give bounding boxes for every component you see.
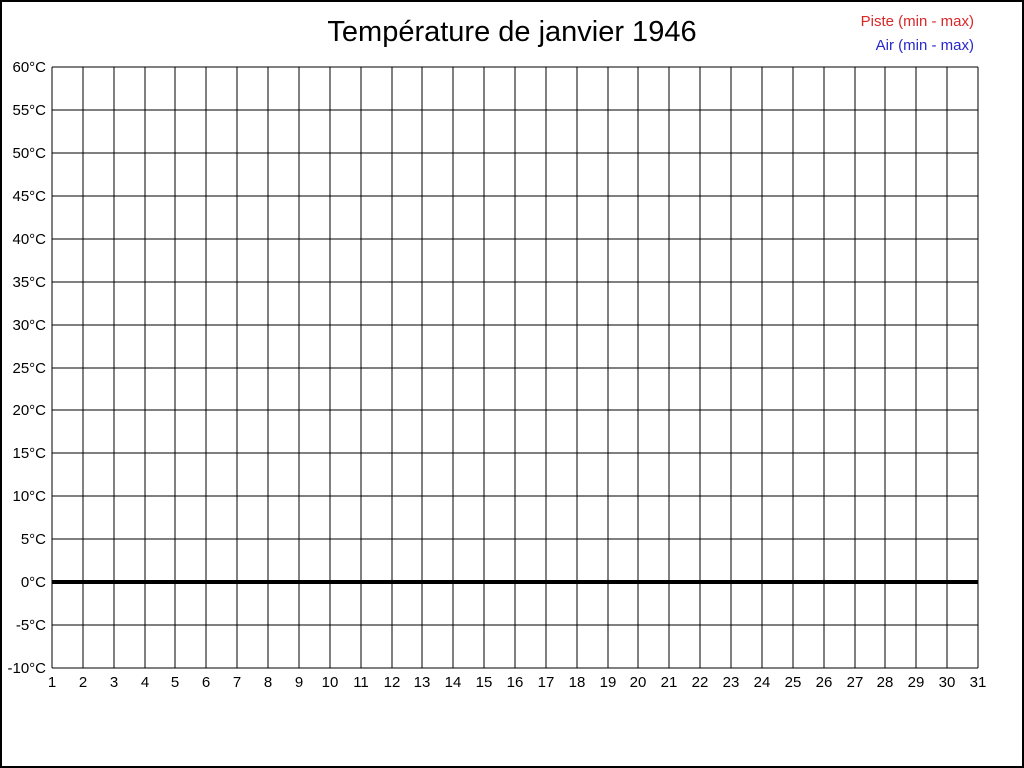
y-tick-label: -5°C: [16, 617, 46, 634]
y-tick-label: 20°C: [12, 402, 46, 419]
x-tick-label: 17: [538, 674, 555, 691]
x-tick-label: 18: [569, 674, 586, 691]
x-tick-label: 10: [322, 674, 339, 691]
x-tick-label: 28: [877, 674, 894, 691]
legend-item-piste: Piste (min - max): [860, 13, 974, 30]
x-tick-label: 25: [785, 674, 802, 691]
y-tick-label: 40°C: [12, 231, 46, 248]
y-tick-label: -10°C: [7, 660, 46, 677]
x-tick-label: 20: [630, 674, 647, 691]
x-tick-label: 15: [476, 674, 493, 691]
y-tick-label: 5°C: [21, 531, 46, 548]
y-tick-label: 30°C: [12, 317, 46, 334]
x-tick-label: 2: [79, 674, 87, 691]
x-tick-label: 23: [723, 674, 740, 691]
x-tick-label: 13: [414, 674, 431, 691]
y-tick-label: 15°C: [12, 445, 46, 462]
y-tick-label: 50°C: [12, 145, 46, 162]
x-tick-label: 7: [233, 674, 241, 691]
x-tick-label: 24: [754, 674, 771, 691]
x-tick-label: 26: [816, 674, 833, 691]
x-tick-label: 29: [908, 674, 925, 691]
x-tick-label: 9: [295, 674, 303, 691]
x-tick-label: 14: [445, 674, 462, 691]
y-tick-label: 55°C: [12, 102, 46, 119]
x-tick-label: 6: [202, 674, 210, 691]
y-tick-label: 35°C: [12, 274, 46, 291]
x-tick-label: 1: [48, 674, 56, 691]
y-tick-label: 10°C: [12, 488, 46, 505]
x-tick-label: 22: [692, 674, 709, 691]
x-tick-label: 12: [384, 674, 401, 691]
y-tick-label: 60°C: [12, 59, 46, 76]
x-tick-label: 5: [171, 674, 179, 691]
x-tick-label: 8: [264, 674, 272, 691]
x-tick-label: 27: [847, 674, 864, 691]
x-tick-label: 30: [939, 674, 956, 691]
x-tick-label: 19: [600, 674, 617, 691]
x-tick-label: 21: [661, 674, 678, 691]
x-tick-label: 3: [110, 674, 118, 691]
x-tick-label: 31: [970, 674, 987, 691]
x-tick-label: 11: [353, 674, 369, 691]
y-tick-label: 0°C: [21, 574, 46, 591]
legend-item-air: Air (min - max): [875, 37, 974, 54]
chart-title: Température de janvier 1946: [327, 16, 697, 48]
legend: Piste (min - max) Air (min - max): [861, 10, 974, 58]
y-tick-label: 25°C: [12, 360, 46, 377]
x-tick-label: 4: [141, 674, 149, 691]
x-tick-label: 16: [507, 674, 524, 691]
y-tick-label: 45°C: [12, 188, 46, 205]
